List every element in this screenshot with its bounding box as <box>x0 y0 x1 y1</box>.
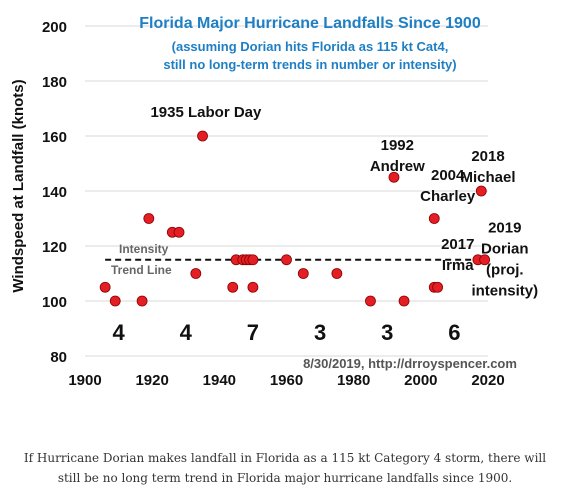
chart-subtitle-line-1: (assuming Dorian hits Florida as 115 kt … <box>172 39 449 54</box>
figure-caption: If Hurricane Dorian makes landfall in Fl… <box>23 451 547 485</box>
data-point <box>398 295 410 307</box>
data-point <box>227 281 239 293</box>
y-tick-label: 140 <box>42 184 67 201</box>
annotation-line: 1935 Labor Day <box>150 104 262 121</box>
point-annotations: 1935 Labor Day 1992 Andrew 2004 Charley 2018 M… <box>150 104 538 300</box>
x-tick-label: 1900 <box>68 372 101 389</box>
data-point <box>297 268 309 279</box>
chart-credit: 8/30/2019, http://drroyspencer.com <box>303 356 517 371</box>
annotation-line: 2018 <box>471 148 504 165</box>
annotation: 1935 Labor Day <box>150 104 262 121</box>
annotation-line: Irma <box>442 257 474 274</box>
decade-count-label: 3 <box>381 320 393 345</box>
annotation-line: intensity) <box>471 282 538 299</box>
y-tick-label: 80 <box>50 349 67 366</box>
decade-count-label: 3 <box>314 320 326 345</box>
decade-count-label: 4 <box>180 320 193 345</box>
annotation: 2017 Irma <box>441 236 474 274</box>
annotation-line: 1992 <box>381 137 414 154</box>
x-tick-label: 1940 <box>203 372 236 389</box>
data-point <box>190 268 202 279</box>
data-point <box>475 185 487 197</box>
annotation-line: Andrew <box>370 158 425 175</box>
decade-count-label: 6 <box>448 320 460 345</box>
annotation: 2019 Dorian (proj. intensity) <box>471 219 538 299</box>
data-point <box>197 130 208 142</box>
x-tick-label: 1920 <box>135 372 168 389</box>
y-tick-labels: 80 100 120 140 160 180 200 <box>42 19 67 366</box>
annotation-line: 2019 <box>488 219 521 236</box>
x-tick-label: 2000 <box>404 372 437 389</box>
x-tick-labels: 1900 1920 1940 1960 1980 2000 2020 <box>68 372 504 389</box>
y-tick-label: 100 <box>42 294 67 311</box>
data-point <box>281 254 292 266</box>
y-tick-label: 200 <box>42 19 67 36</box>
annotation: 1992 Andrew <box>370 137 425 175</box>
x-tick-label: 1980 <box>337 372 370 389</box>
data-points <box>99 130 491 307</box>
data-point <box>173 226 185 238</box>
annotation-line: 2004 <box>431 167 465 184</box>
hurricane-landfall-chart: 80 100 120 140 160 180 200 1900 1920 1940 1960 198… <box>10 15 538 389</box>
data-point <box>432 281 444 293</box>
annotation: 2018 Michael <box>460 148 515 186</box>
y-tick-label: 160 <box>42 129 67 146</box>
horizontal-gridlines <box>85 25 488 357</box>
trend-label-line-1: Intensity <box>119 242 169 256</box>
annotation-line: Charley <box>420 188 476 205</box>
data-point <box>143 213 155 224</box>
data-point <box>479 254 491 266</box>
decade-count-labels: 4 4 7 3 3 6 <box>112 320 460 345</box>
trend-label-line-2: Trend Line <box>111 263 172 277</box>
annotation-line: (proj. <box>486 261 524 278</box>
annotation-line: 2017 <box>441 236 474 253</box>
data-point <box>99 281 111 293</box>
decade-count-label: 7 <box>247 320 259 345</box>
y-tick-label: 180 <box>42 74 67 91</box>
data-point <box>428 213 440 224</box>
annotation-line: Michael <box>460 169 515 186</box>
data-point <box>136 295 148 307</box>
data-point <box>388 171 400 183</box>
data-point <box>247 254 259 266</box>
chart-title: Florida Major Hurricane Landfalls Since … <box>139 15 481 32</box>
data-point <box>365 295 376 307</box>
annotation-line: Dorian <box>481 240 529 257</box>
x-tick-label: 2020 <box>471 372 504 389</box>
y-tick-label: 120 <box>42 239 67 256</box>
data-point <box>331 268 343 279</box>
decade-count-label: 4 <box>112 320 125 345</box>
y-axis-label: Windspeed at Landfall (knots) <box>10 79 27 292</box>
annotation: 2004 Charley <box>420 167 476 205</box>
chart-subtitle-line-2: still no long-term trends in number or i… <box>163 57 456 72</box>
data-point <box>247 281 259 293</box>
x-tick-label: 1960 <box>270 372 303 389</box>
data-point <box>109 295 121 307</box>
